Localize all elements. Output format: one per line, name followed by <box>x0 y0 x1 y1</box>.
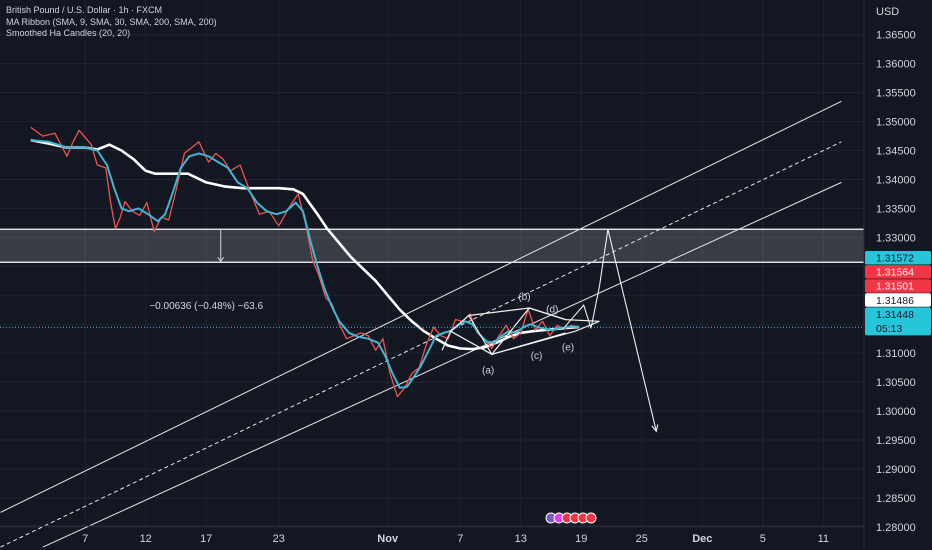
price-tags: 1.31572 1.31564 1.31501 1.31486 1.31448 05:13 <box>0 251 931 336</box>
wave-label: (b) <box>518 292 530 303</box>
indicator-smoothed-ha[interactable]: Smoothed Ha Candles (20, 20) <box>6 28 131 38</box>
price-range-measure[interactable]: −0.00636 (−0.48%) −63.6 <box>149 229 263 312</box>
x-tick-label: 11 <box>818 533 829 545</box>
x-tick-label: 13 <box>515 533 527 545</box>
trend-channel[interactable] <box>0 100 842 548</box>
y-tick-label: 1.33000 <box>876 232 916 244</box>
price-tag-label: 1.31486 <box>876 295 914 307</box>
y-tick-label: 1.34500 <box>876 146 916 158</box>
y-tick-label: 1.34000 <box>876 174 916 186</box>
y-tick-label: 1.36500 <box>876 30 916 42</box>
wave-label: (e) <box>562 342 574 353</box>
x-tick-label: Nov <box>377 533 399 545</box>
triangle-line[interactable] <box>468 307 600 322</box>
y-tick-label: 1.35500 <box>876 88 916 100</box>
price-tag <box>865 307 931 336</box>
trendline-dashed[interactable] <box>0 141 842 548</box>
y-tick-label: 1.28000 <box>876 522 916 534</box>
ma-slow-line <box>30 138 579 351</box>
indicator-ma-ribbon[interactable]: MA Ribbon (SMA, 9, SMA, 30, SMA, 200, SM… <box>6 17 217 27</box>
measure-arrowhead <box>217 256 225 263</box>
x-tick-label: 7 <box>82 533 88 545</box>
countdown-label: 05:13 <box>876 323 902 335</box>
y-tick-label: 1.35000 <box>876 117 916 129</box>
wave-label: (d) <box>546 305 558 316</box>
resistance-zone[interactable] <box>0 229 864 263</box>
grid-lines <box>0 0 864 528</box>
price-line <box>30 126 580 398</box>
trendline-solid[interactable] <box>42 181 842 548</box>
projection-arrowhead <box>651 424 659 433</box>
measure-label: −0.00636 (−0.48%) −63.6 <box>149 301 263 312</box>
wave-labels: (a) (b) (c) (d) (e) <box>482 292 574 377</box>
y-tick-label: 1.29500 <box>876 435 916 447</box>
x-tick-label: 25 <box>636 533 648 545</box>
ma-fast-line <box>30 139 580 389</box>
price-tag <box>865 293 931 307</box>
y-tick-label: 1.33500 <box>876 203 916 215</box>
price-axis[interactable]: 1.28000 1.28500 1.29000 1.29500 1.30000 1.305… <box>876 30 916 534</box>
y-tick-label: 1.30500 <box>876 377 916 389</box>
event-icons[interactable] <box>545 512 597 524</box>
y-tick-label: 1.28500 <box>876 493 916 505</box>
x-tick-label: 19 <box>575 533 587 545</box>
y-tick-label: 1.31000 <box>876 348 916 360</box>
currency-label: USD <box>876 6 899 18</box>
price-tag-label: 1.31501 <box>876 281 914 293</box>
y-tick-label: 1.36000 <box>876 59 916 71</box>
wave-label: (c) <box>531 351 543 362</box>
price-tag <box>865 265 931 279</box>
trendline-solid[interactable] <box>0 100 842 513</box>
x-tick-label: 5 <box>760 533 766 545</box>
price-tag-label: 1.31572 <box>876 253 914 265</box>
x-tick-label: 23 <box>273 533 285 545</box>
x-tick-label: 7 <box>457 533 463 545</box>
price-tag-label: 1.31564 <box>876 267 914 279</box>
x-tick-label: 12 <box>140 533 152 545</box>
price-tag <box>865 251 931 265</box>
projection-path[interactable] <box>562 229 657 432</box>
wave-label: (a) <box>482 365 494 376</box>
symbol-title[interactable]: British Pound / U.S. Dollar · 1h · FXCM <box>6 5 163 15</box>
event-icon[interactable] <box>585 512 597 524</box>
price-tag <box>865 279 931 293</box>
x-tick-label: 17 <box>200 533 212 545</box>
price-tag-label: 1.31448 <box>876 309 914 321</box>
y-tick-label: 1.29000 <box>876 464 916 476</box>
x-tick-label: Dec <box>692 533 712 545</box>
y-tick-label: 1.30000 <box>876 406 916 418</box>
time-axis[interactable]: 7 12 17 23 Nov 7 13 19 25 Dec 5 11 <box>82 533 829 545</box>
triangle-pattern[interactable] <box>441 307 600 356</box>
